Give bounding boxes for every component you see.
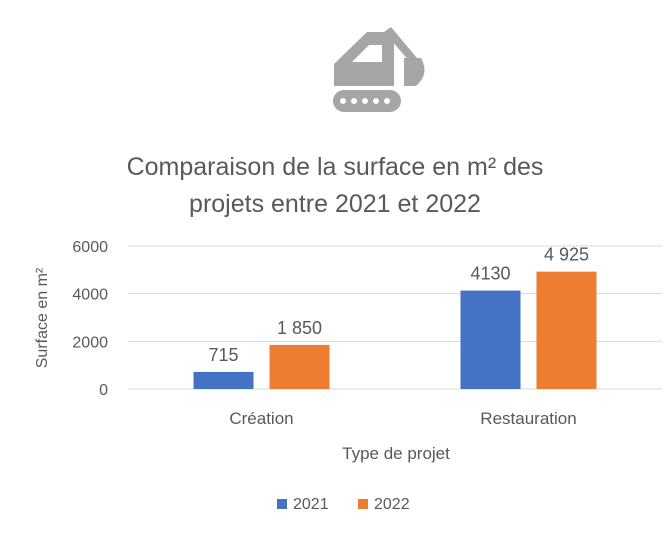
bar-2022-1 xyxy=(536,271,597,389)
y-axis-label: Surface en m² xyxy=(34,267,51,368)
y-tick-label: 0 xyxy=(99,382,108,399)
y-tick-label: 6000 xyxy=(72,239,108,256)
data-label: 715 xyxy=(208,345,238,365)
chart-title-line2: projets entre 2021 et 2022 xyxy=(189,190,481,218)
legend: 2021 2022 xyxy=(277,496,410,513)
bar-2022-0 xyxy=(269,344,330,389)
bar-2021-1 xyxy=(460,290,521,389)
data-label: 4130 xyxy=(470,264,510,284)
excavator-icon xyxy=(333,27,425,112)
chart-title-line1: Comparaison de la surface en m² des xyxy=(127,153,544,181)
y-tick-label: 4000 xyxy=(72,287,108,304)
x-axis-label: Type de projet xyxy=(342,444,450,463)
x-category-label: Restauration xyxy=(480,409,576,428)
y-tick-label: 2000 xyxy=(72,334,108,351)
legend-label-2021: 2021 xyxy=(293,496,329,513)
legend-label-2022: 2022 xyxy=(374,496,410,513)
legend-swatch-2021 xyxy=(277,499,287,509)
data-label: 1 850 xyxy=(277,318,322,338)
legend-swatch-2022 xyxy=(358,499,368,509)
x-category-label: Création xyxy=(229,409,293,428)
data-label: 4 925 xyxy=(544,245,589,265)
bar-2021-0 xyxy=(193,371,254,389)
